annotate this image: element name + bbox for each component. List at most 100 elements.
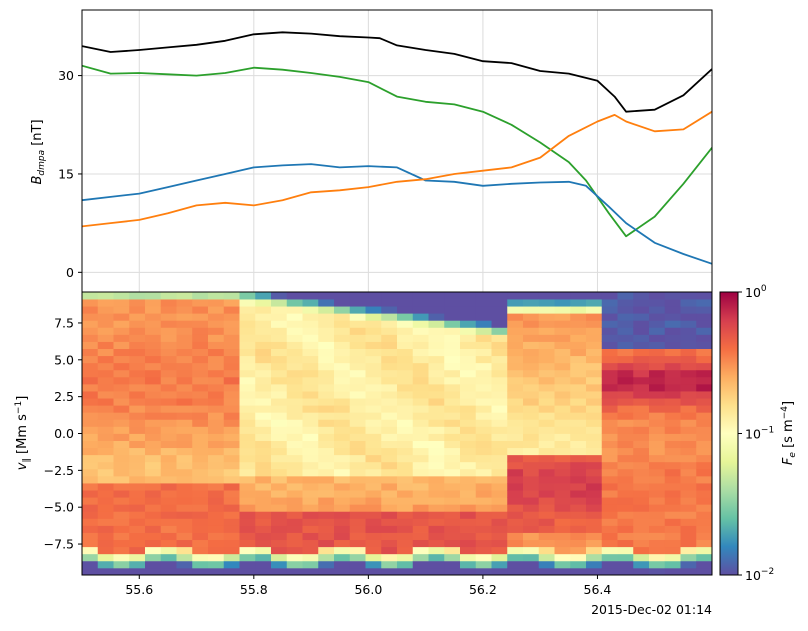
heatmap-cell bbox=[680, 306, 697, 314]
heatmap-cell bbox=[491, 412, 508, 420]
heatmap-cell bbox=[412, 433, 429, 441]
heatmap-cell bbox=[302, 299, 319, 307]
heatmap-cell bbox=[145, 497, 162, 505]
heatmap-cell bbox=[223, 362, 240, 371]
heatmap-cell bbox=[286, 497, 303, 505]
heatmap-cell bbox=[586, 483, 603, 491]
heatmap-cell bbox=[145, 383, 162, 392]
heatmap-cell bbox=[633, 334, 650, 342]
heatmap-cell bbox=[192, 391, 209, 399]
heatmap-cell bbox=[271, 292, 288, 300]
heatmap-cell bbox=[129, 440, 146, 449]
heatmap-cell bbox=[302, 341, 319, 349]
heatmap-cell bbox=[365, 376, 382, 385]
heatmap-cell bbox=[334, 504, 351, 512]
heatmap-cell bbox=[208, 419, 225, 427]
heatmap-cell bbox=[507, 525, 524, 533]
heatmap-cell bbox=[586, 553, 603, 562]
heatmap-cell bbox=[633, 468, 650, 477]
heatmap-cell bbox=[649, 483, 666, 491]
heatmap-cell bbox=[286, 412, 303, 420]
heatmap-cell bbox=[302, 419, 319, 427]
heatmap-cell bbox=[633, 426, 650, 434]
heatmap-cell bbox=[145, 490, 162, 498]
heatmap-cell bbox=[664, 348, 681, 357]
heatmap-cell bbox=[664, 320, 681, 328]
heatmap-cell bbox=[664, 532, 681, 541]
heatmap-cell bbox=[444, 341, 461, 349]
heatmap-cell bbox=[176, 313, 193, 321]
heatmap-cell bbox=[365, 475, 382, 484]
heatmap-cell bbox=[223, 511, 240, 519]
heatmap-cell bbox=[460, 412, 477, 420]
heatmap-cell bbox=[192, 327, 209, 335]
heatmap-cell bbox=[523, 433, 540, 441]
heatmap-cell bbox=[554, 447, 571, 456]
heatmap-cell bbox=[649, 525, 666, 533]
heatmap-cell bbox=[271, 362, 288, 371]
heatmap-cell bbox=[570, 546, 587, 555]
heatmap-cell bbox=[570, 454, 587, 463]
heatmap-cell bbox=[208, 539, 225, 548]
heatmap-cell bbox=[113, 483, 130, 491]
heatmap-cell bbox=[649, 376, 666, 385]
heatmap-cell bbox=[286, 525, 303, 533]
heatmap-cell bbox=[397, 546, 414, 555]
heatmap-cell bbox=[302, 327, 319, 335]
heatmap-cell bbox=[475, 412, 492, 420]
heatmap-cell bbox=[97, 560, 114, 569]
heatmap-cell bbox=[475, 383, 492, 392]
heatmap-cell bbox=[129, 405, 146, 413]
heatmap-cell bbox=[192, 313, 209, 321]
heatmap-cell bbox=[192, 299, 209, 307]
heatmap-cell bbox=[460, 299, 477, 307]
heatmap-cell bbox=[239, 440, 256, 449]
heatmap-cell bbox=[507, 468, 524, 477]
heatmap-cell bbox=[680, 490, 697, 498]
heatmap-cell bbox=[223, 376, 240, 385]
heatmap-cell bbox=[397, 475, 414, 484]
heatmap-cell bbox=[271, 483, 288, 491]
heatmap-cell bbox=[554, 419, 571, 427]
heatmap-cell bbox=[491, 483, 508, 491]
heatmap-cell bbox=[538, 560, 555, 569]
heatmap-cell bbox=[318, 376, 335, 385]
heatmap-cell bbox=[601, 440, 618, 449]
heatmap-cell bbox=[129, 320, 146, 328]
heatmap-cell bbox=[664, 504, 681, 512]
heatmap-cell bbox=[696, 369, 713, 378]
heatmap-cell bbox=[554, 405, 571, 413]
heatmap-cell bbox=[349, 362, 366, 371]
heatmap-cell bbox=[696, 511, 713, 519]
heatmap-cell bbox=[412, 483, 429, 491]
heatmap-cell bbox=[381, 553, 398, 562]
heatmap-cell bbox=[208, 334, 225, 342]
heatmap-cell bbox=[696, 334, 713, 342]
heatmap-cell bbox=[412, 327, 429, 335]
heatmap-cell bbox=[365, 391, 382, 399]
heatmap-cell bbox=[113, 447, 130, 456]
heatmap-cell bbox=[365, 426, 382, 434]
heatmap-cell bbox=[397, 532, 414, 541]
heatmap-cell bbox=[255, 433, 272, 441]
heatmap-cell bbox=[507, 560, 524, 569]
heatmap-cell bbox=[160, 461, 177, 470]
heatmap-cell bbox=[397, 412, 414, 420]
heatmap-cell bbox=[460, 362, 477, 371]
heatmap-cell bbox=[538, 454, 555, 463]
heatmap-cell bbox=[491, 567, 508, 576]
heatmap-cell bbox=[176, 383, 193, 392]
heatmap-cell bbox=[192, 490, 209, 498]
heatmap-cell bbox=[617, 292, 634, 300]
heatmap-cell bbox=[334, 405, 351, 413]
heatmap-cell bbox=[129, 334, 146, 342]
heatmap-cell bbox=[239, 539, 256, 548]
heatmap-cell bbox=[255, 412, 272, 420]
heatmap-cell bbox=[664, 567, 681, 576]
heatmap-cell bbox=[491, 511, 508, 519]
heatmap-cell bbox=[538, 292, 555, 300]
heatmap-cell bbox=[129, 398, 146, 406]
heatmap-cell bbox=[601, 539, 618, 548]
heatmap-cell bbox=[601, 306, 618, 314]
heatmap-cell bbox=[428, 306, 445, 314]
